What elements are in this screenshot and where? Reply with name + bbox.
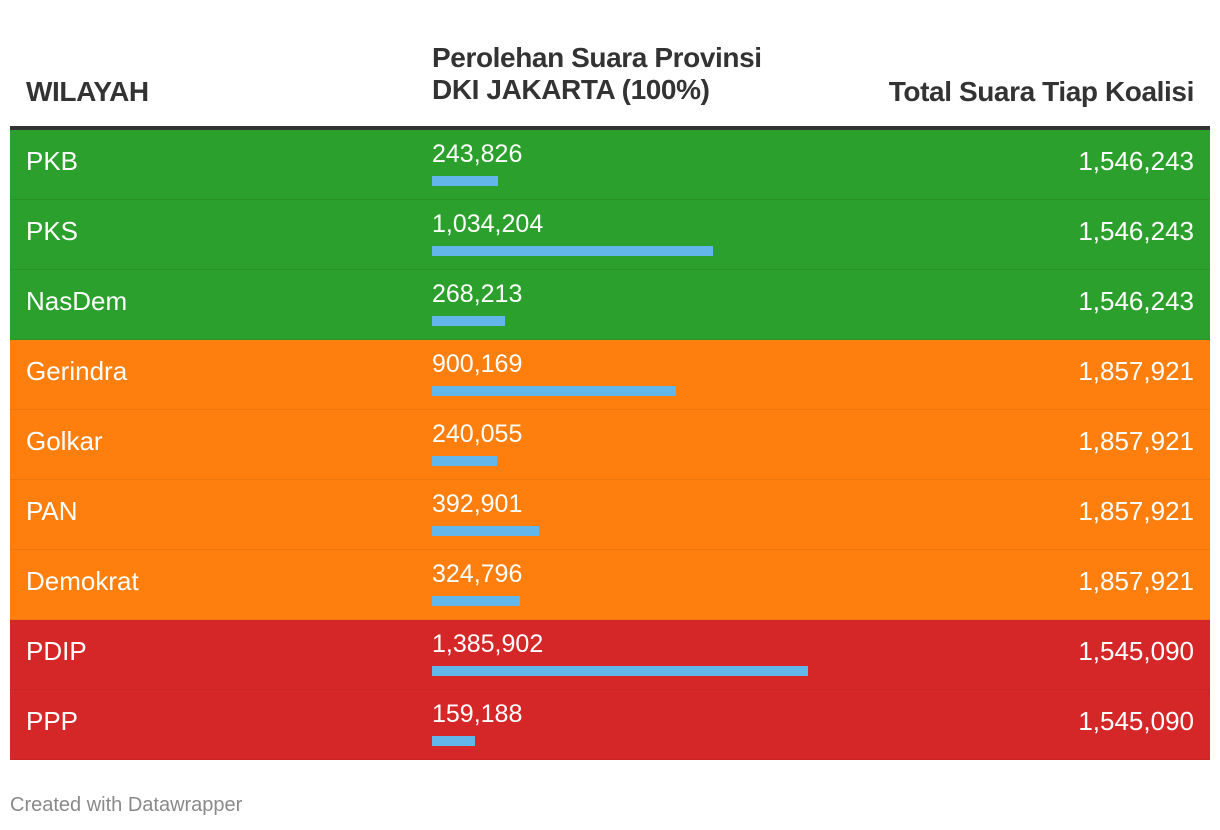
table-row: PKS 1,034,204 1,546,243 [10,200,1210,270]
coalition-total: 1,857,921 [1078,356,1194,386]
party-name: PAN [26,496,78,526]
coalition-total: 1,545,090 [1078,706,1194,736]
column-header-votes[interactable]: Perolehan Suara Provinsi DKI JAKARTA (10… [432,42,812,106]
votes-bar [432,666,808,676]
column-header-votes-line1: Perolehan Suara Provinsi [432,42,762,73]
party-votes: 159,188 [432,700,523,728]
column-header-total[interactable]: Total Suara Tiap Koalisi [888,76,1195,107]
coalition-total: 1,546,243 [1078,216,1194,246]
party-name: NasDem [26,286,128,316]
votes-bar [432,246,713,256]
party-name: PKB [26,146,79,176]
party-name: PDIP [26,636,87,666]
coalition-total: 1,857,921 [1078,426,1194,456]
table-row: Golkar 240,055 1,857,921 [10,410,1210,480]
column-header-region[interactable]: WILAYAH [26,76,149,107]
datawrapper-credit[interactable]: Created with Datawrapper [10,794,243,816]
coalition-total: 1,546,243 [1078,146,1194,176]
votes-bar [432,736,475,746]
party-votes: 243,826 [432,140,523,168]
table-row: PAN 392,901 1,857,921 [10,480,1210,550]
party-name: PPP [26,706,79,736]
party-name: PKS [26,216,79,246]
votes-bar [432,316,505,326]
party-votes: 1,034,204 [432,210,544,238]
votes-bar [432,386,676,396]
votes-bar [432,176,498,186]
table-row: PPP 159,188 1,545,090 [10,690,1210,760]
table-header: WILAYAH Perolehan Suara Provinsi DKI JAK… [10,0,1210,130]
data-table: WILAYAH Perolehan Suara Provinsi DKI JAK… [10,0,1210,760]
party-votes: 900,169 [432,350,523,378]
votes-bar [432,596,520,606]
party-name: Gerindra [26,356,128,386]
party-votes: 240,055 [432,420,523,448]
party-votes: 1,385,902 [432,630,544,658]
table-row: NasDem 268,213 1,546,243 [10,270,1210,340]
table-row: PDIP 1,385,902 1,545,090 [10,620,1210,690]
table-row: Demokrat 324,796 1,857,921 [10,550,1210,620]
table-row: PKB 243,826 1,546,243 [10,130,1210,200]
party-votes: 324,796 [432,560,523,588]
column-header-votes-line2: DKI JAKARTA (100%) [432,74,710,105]
coalition-total: 1,857,921 [1078,566,1194,596]
table-row: Gerindra 900,169 1,857,921 [10,340,1210,410]
table-body: PKB 243,826 1,546,243 PKS 1,034,204 1,546,243… [10,130,1210,760]
coalition-total: 1,546,243 [1078,286,1194,316]
coalition-total: 1,857,921 [1078,496,1194,526]
coalition-total: 1,545,090 [1078,636,1194,666]
votes-bar [432,526,539,536]
party-name: Demokrat [26,566,139,596]
party-votes: 392,901 [432,490,523,518]
party-name: Golkar [26,426,103,456]
votes-bar [432,456,497,466]
party-votes: 268,213 [432,280,523,308]
